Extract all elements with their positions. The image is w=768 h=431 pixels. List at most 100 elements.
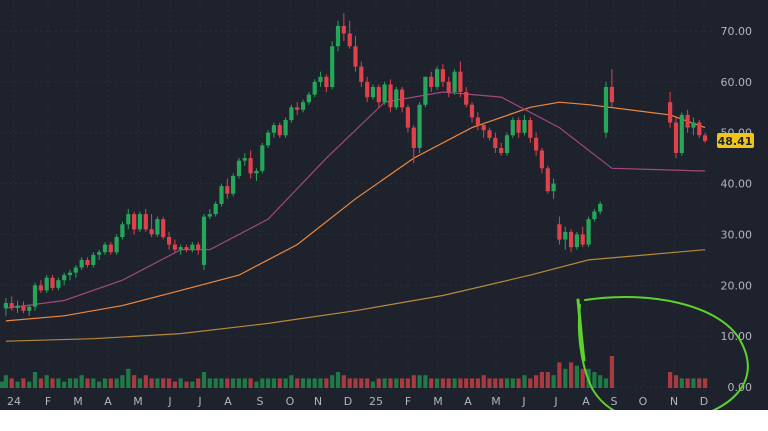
candle [673, 117, 679, 159]
candle [411, 125, 416, 164]
candle-body [254, 170, 259, 174]
x-tick-label: N [314, 395, 322, 408]
volume-bar [341, 375, 346, 388]
volume-bar [32, 372, 38, 388]
candle [85, 257, 90, 268]
candle [598, 201, 603, 215]
candle-body [126, 214, 131, 225]
volume-bar [254, 381, 259, 388]
volume-bar [50, 378, 55, 388]
volume-bar [382, 378, 387, 388]
candle-body [301, 102, 306, 110]
candle-body [499, 148, 504, 154]
candle [277, 122, 282, 138]
candle [184, 244, 189, 253]
candle [510, 117, 515, 138]
candle [56, 277, 61, 291]
candle [330, 41, 335, 90]
candle [685, 109, 690, 133]
candle [452, 69, 457, 95]
candle [62, 272, 67, 286]
candle-body [516, 120, 521, 133]
candle [32, 282, 38, 311]
candle-body [9, 303, 14, 309]
candle [15, 300, 20, 314]
volume-bar [493, 378, 498, 388]
volume-bar [295, 378, 300, 388]
moving-average-short-line [5, 91, 706, 309]
volume-bar [21, 378, 26, 388]
candle [569, 229, 574, 253]
candle [132, 211, 137, 235]
volume-bar [312, 378, 317, 388]
volume-bar [703, 378, 708, 388]
candle-body [382, 84, 387, 103]
candle-body [598, 203, 603, 212]
candle-body [417, 104, 422, 148]
annotation-circle-stroke [577, 295, 749, 410]
volume-bar [510, 378, 515, 388]
candle [359, 61, 364, 87]
y-tick-label: 70.00 [721, 25, 753, 38]
volume-bar [370, 381, 376, 388]
candle-body [569, 231, 574, 248]
candle-body [347, 33, 352, 47]
candle [603, 81, 609, 138]
volume-bar [679, 378, 684, 388]
candle-body [423, 76, 428, 105]
volume-bar [592, 372, 597, 388]
candle-body [330, 46, 335, 87]
chart-panel[interactable]: 0.0010.0020.0030.0040.0050.0060.0070.00 … [0, 0, 768, 410]
volume-bar [388, 378, 393, 388]
candle-body [85, 259, 90, 265]
candle [306, 92, 311, 105]
candle-body [178, 247, 183, 250]
candle-body [504, 135, 510, 154]
candle [289, 104, 294, 123]
x-tick-label: A [464, 395, 472, 408]
candle-body [27, 306, 32, 311]
candle [341, 13, 346, 42]
candle [335, 20, 341, 52]
volume-bar [516, 378, 521, 388]
candle [295, 102, 300, 115]
candle-body [545, 168, 550, 192]
volume-bar [580, 368, 585, 388]
volume-bar [236, 378, 242, 388]
volume-bar [400, 378, 405, 388]
volume-bar [697, 378, 702, 388]
volume-bar [353, 378, 358, 388]
candle [231, 173, 236, 197]
candle [9, 296, 14, 311]
volume-bar [85, 378, 90, 388]
candlestick-chart[interactable]: 0.0010.0020.0030.0040.0050.0060.0070.00 … [0, 0, 768, 410]
volume-bar [79, 375, 84, 388]
candle [201, 214, 207, 271]
volume-bar [15, 381, 20, 388]
candle [365, 76, 370, 103]
candle-body [563, 231, 568, 240]
candle-body [592, 211, 597, 220]
candle-body [324, 76, 329, 87]
volume-bar [598, 375, 603, 388]
candle-body [487, 130, 492, 138]
volume-bar [114, 378, 119, 388]
candle [435, 66, 440, 90]
volume-bar [108, 378, 113, 388]
candle-body [440, 69, 445, 82]
candle-body [97, 252, 102, 255]
volume-bar [563, 368, 568, 388]
candle-body [551, 183, 556, 192]
candle-body [242, 158, 247, 161]
volume-bar [277, 378, 282, 388]
volume-bar [301, 378, 306, 388]
candle-body [370, 86, 376, 98]
volume-bar [685, 378, 690, 388]
volume-bar [487, 378, 492, 388]
candle-body [510, 120, 515, 136]
candle-body [365, 81, 370, 98]
y-tick-label: 40.00 [721, 178, 753, 191]
candle [592, 209, 597, 222]
candle-body [143, 214, 148, 230]
candle-body [586, 219, 591, 245]
